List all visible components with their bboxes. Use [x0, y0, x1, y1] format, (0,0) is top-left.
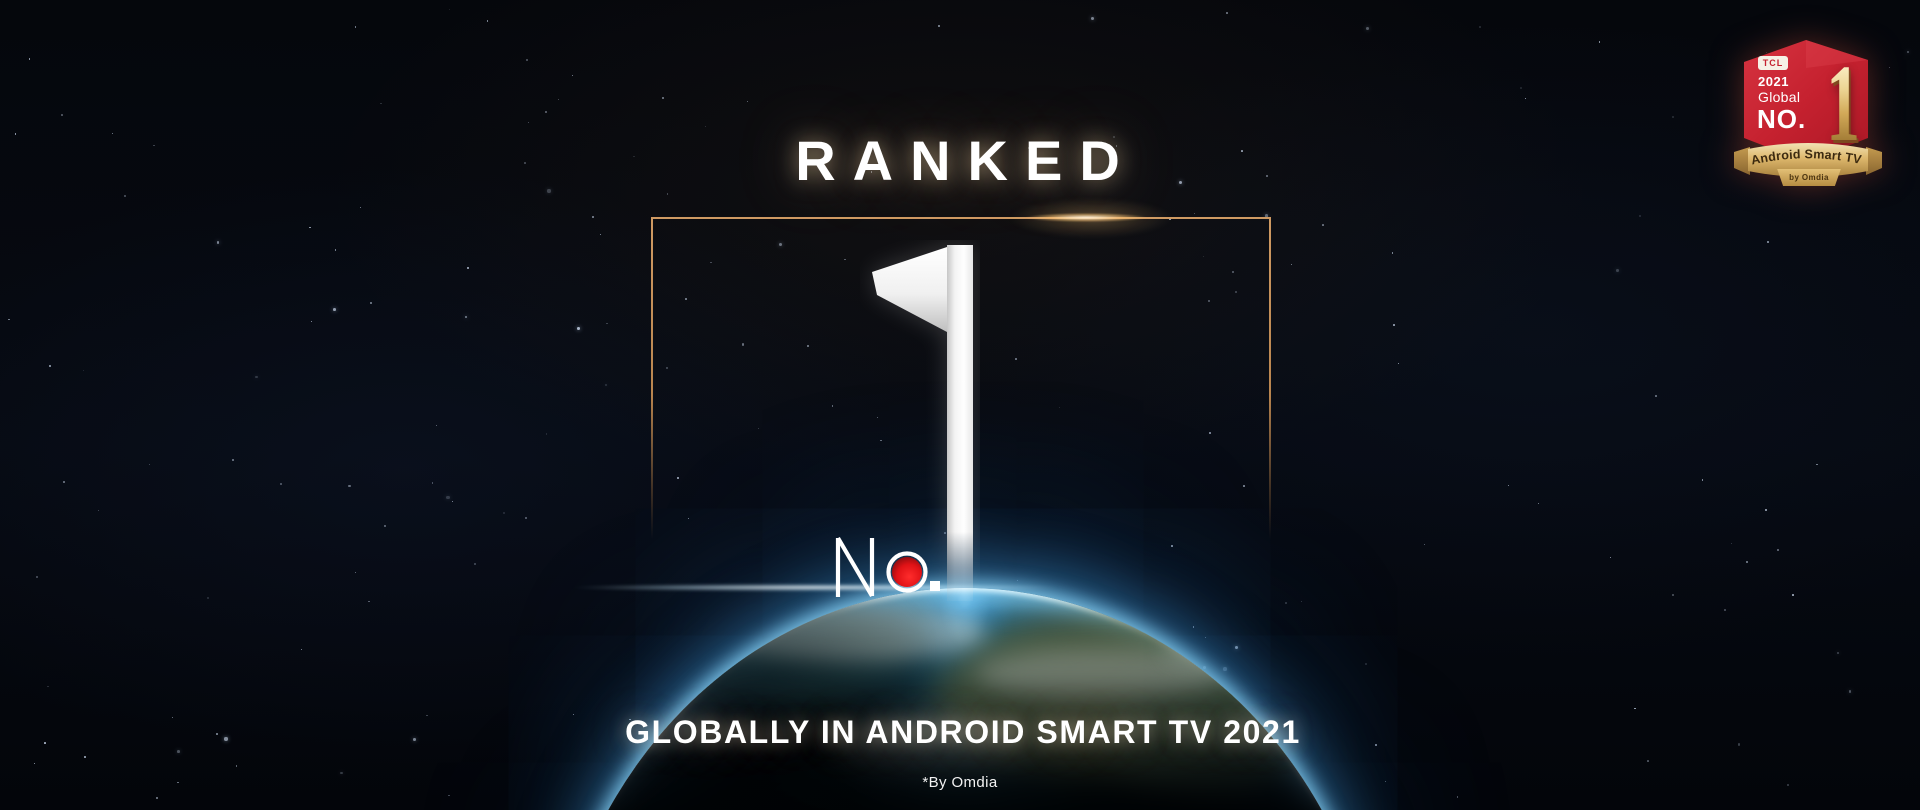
award-badge: TCL 2021 Global NO. 1 Android Smart TV	[1734, 38, 1882, 190]
badge-source: by Omdia	[1789, 173, 1829, 182]
gold-frame-left-edge	[651, 217, 653, 539]
badge-shield	[1744, 40, 1868, 162]
headline: GLOBALLY IN ANDROID SMART TV 2021	[625, 714, 1301, 750]
gold-frame	[651, 191, 1271, 547]
horizon-flare	[500, 583, 1200, 592]
letter-o-ring	[886, 551, 928, 593]
badge-ribbon: Android Smart TV	[1734, 143, 1882, 177]
numeral-flag	[872, 247, 947, 332]
svg-text:Android Smart TV: Android Smart TV	[1750, 147, 1863, 167]
badge-rank-label: NO.	[1757, 104, 1807, 134]
rank-number-figure	[860, 240, 980, 605]
rank-prefix-figure	[830, 534, 950, 600]
period-mark	[930, 581, 940, 591]
gold-frame-top-edge	[651, 217, 1271, 219]
badge-scope: Global	[1758, 89, 1801, 105]
ranked-heading: RANKED	[795, 129, 1137, 192]
badge-rank-number: 1	[1824, 48, 1862, 158]
rank-dot	[892, 557, 922, 587]
badge-source-ribbon: by Omdia	[1777, 169, 1841, 186]
gold-frame-right-edge	[1269, 217, 1271, 539]
badge-year: 2021	[1758, 74, 1789, 89]
frame-glint	[1001, 211, 1171, 224]
source-note: *By Omdia	[922, 774, 998, 791]
numeral-stem	[947, 245, 973, 601]
tcl-logo: TCL	[1758, 56, 1788, 70]
